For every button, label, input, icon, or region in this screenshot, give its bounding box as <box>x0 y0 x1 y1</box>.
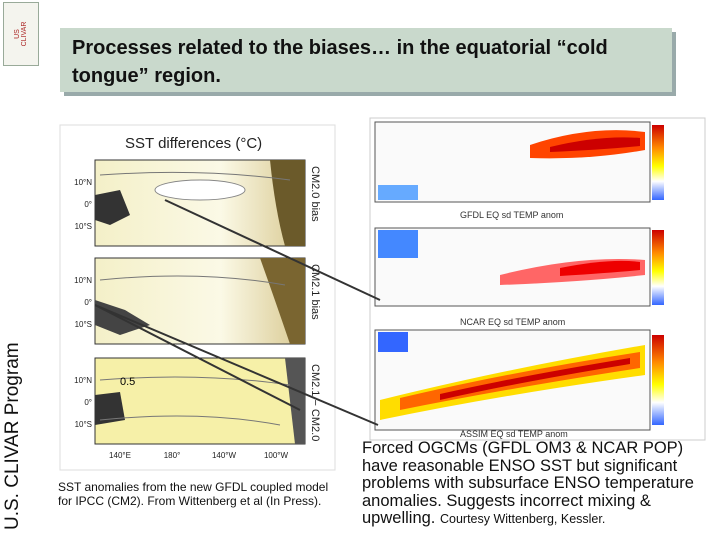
credit: Courtesy Wittenberg, Kessler. <box>439 512 606 526</box>
lat-label: 10°S <box>75 420 92 429</box>
lat-label: 0° <box>84 298 92 307</box>
logo: US CLIVAR <box>3 2 39 66</box>
lon-label: 140°W <box>212 451 237 460</box>
lat-label: 10°S <box>75 222 92 231</box>
lon-label: 140°E <box>109 451 131 460</box>
lon-label: 180° <box>164 451 181 460</box>
lat-label: 0° <box>84 398 92 407</box>
sidebar: US CLIVAR U.S. CLIVAR Program <box>0 0 40 540</box>
lon-label: 100°W <box>264 451 289 460</box>
panel-title: ASSIM EQ sd TEMP anom <box>460 429 568 439</box>
right-caption: Forced OGCMs (GFDL OM3 & NCAR POP) have … <box>362 439 718 529</box>
lat-label: 10°N <box>74 276 92 285</box>
slide-title: Processes related to the biases… in the … <box>60 28 672 92</box>
lat-label: 10°N <box>74 376 92 385</box>
lat-label: 0° <box>84 200 92 209</box>
panel-title: GFDL EQ sd TEMP anom <box>460 210 563 220</box>
connectors <box>94 199 381 426</box>
panel-label: CM2.1 − CM2.0 <box>309 364 321 441</box>
map-panels <box>94 159 306 445</box>
panel-title: NCAR EQ sd TEMP anom <box>460 317 565 327</box>
contour-label: 0.5 <box>120 376 135 388</box>
section-panels <box>374 121 664 431</box>
lat-label: 10°N <box>74 178 92 187</box>
left-caption: SST anomalies from the new GFDL coupled … <box>58 480 329 508</box>
caption-text: Forced OGCMs (GFDL OM3 & NCAR POP) have … <box>362 439 694 527</box>
panel-label: CM2.1 bias <box>309 264 321 320</box>
lat-label: 10°S <box>75 320 92 329</box>
figure-title: SST differences (°C) <box>125 135 262 152</box>
panel-label: CM2.0 bias <box>309 166 321 222</box>
